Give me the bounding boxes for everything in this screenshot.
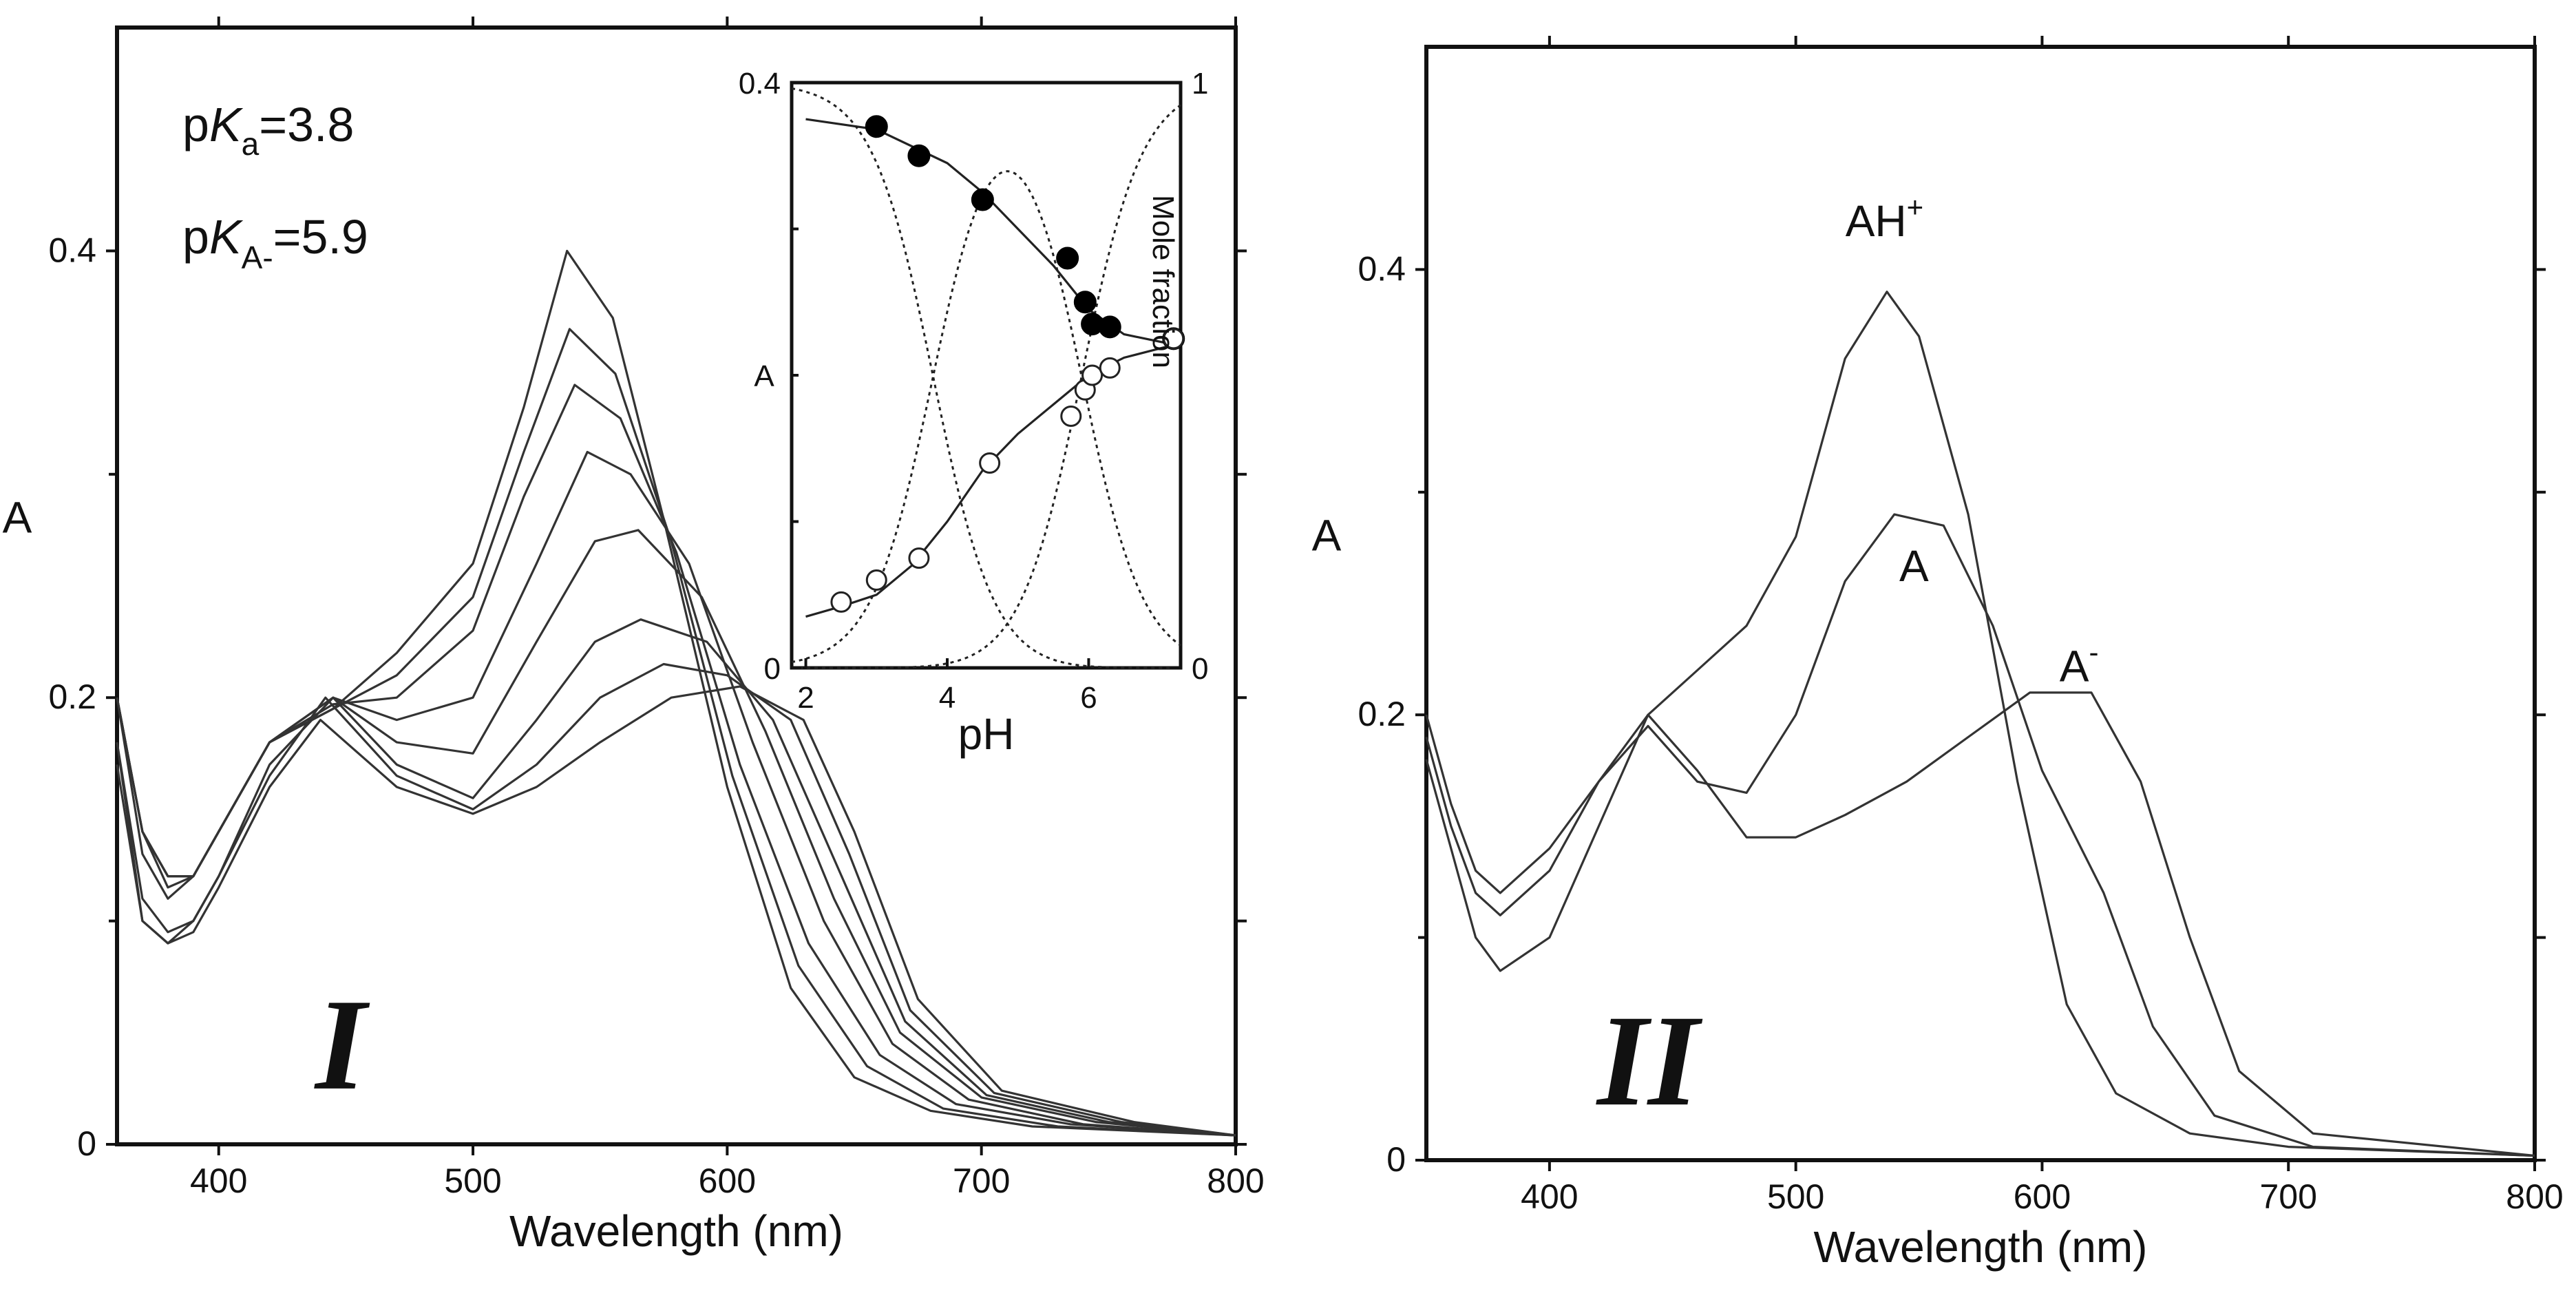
open-data-point [830, 591, 852, 613]
pka-annotation: pKa=3.8 [182, 98, 354, 162]
x-tick-label: 500 [1767, 1177, 1824, 1216]
inset-y-axis-label: A [754, 359, 774, 393]
filled-data-point [1098, 315, 1121, 339]
open-data-point [1099, 357, 1121, 379]
x-tick-label: 600 [699, 1162, 756, 1200]
x-tick-label: 500 [444, 1162, 501, 1200]
inset-x-tick-label: 4 [939, 681, 956, 715]
mole-fraction-curve-3 [792, 104, 1181, 669]
x-tick-label: 700 [2260, 1177, 2317, 1216]
y-tick-label: 0 [1386, 1140, 1406, 1179]
x-tick-label: 600 [2014, 1177, 2071, 1216]
inset-x-tick-label: 2 [797, 681, 814, 715]
plot-frame [1424, 45, 2537, 1162]
spectrum-line-2 [1425, 513, 2535, 1157]
open-data-point [1163, 328, 1185, 350]
spectrum-line-8 [116, 685, 1236, 1137]
x-tick-label: 400 [190, 1162, 247, 1200]
y-axis-label: A [3, 493, 32, 543]
curve-label-1: AH+ [1846, 191, 1923, 246]
inset-y-tick-label: 0.4 [739, 67, 781, 101]
curve-label-2: A [1899, 541, 1929, 591]
x-tick-label: 700 [953, 1162, 1010, 1200]
x-axis-label: Wavelength (nm) [1814, 1222, 2148, 1272]
inset-y2-tick-label: 0 [1192, 652, 1208, 686]
y-tick-label: 0.4 [48, 231, 96, 269]
inset-chart: 2 4 6 0 0.4 0 1 pH A Mole fraction [739, 67, 1209, 759]
open-data-point [908, 547, 930, 569]
filled-data-point [865, 115, 888, 138]
open-data-point [1081, 364, 1104, 386]
y-axis-label: A [1312, 510, 1342, 560]
y-tick-label: 0.2 [48, 678, 96, 716]
panel-label: I [314, 973, 370, 1117]
open-data-point [979, 452, 1001, 474]
open-data-point [865, 569, 887, 591]
spectrum-line-1 [1425, 291, 2535, 1157]
y-tick-label: 0.2 [1358, 695, 1406, 733]
filled-data-point [971, 188, 994, 211]
x-axis-label: Wavelength (nm) [509, 1206, 843, 1256]
spectrum-line-7 [116, 662, 1236, 1137]
inset-x-tick-label: 6 [1080, 681, 1097, 715]
plot-frame [115, 25, 1238, 1146]
spectrum-line-5 [116, 529, 1236, 1137]
inset-x-axis-label: pH [958, 709, 1015, 759]
inset-y2-tick-label: 1 [1192, 67, 1208, 101]
x-tick-label: 800 [2506, 1177, 2563, 1216]
x-tick-label: 800 [1207, 1162, 1264, 1200]
panel-label: II [1596, 989, 1703, 1133]
x-tick-label: 400 [1521, 1177, 1578, 1216]
filled-data-point [907, 144, 931, 167]
inset-y2-axis-label: Mole fraction [1146, 195, 1180, 368]
open-data-point [1060, 406, 1082, 427]
inset-y-tick-label: 0 [764, 652, 781, 686]
filled-data-point [1073, 291, 1097, 314]
y-tick-label: 0.4 [1358, 249, 1406, 288]
panel-ii-chart: 400 500 600 700 800 0 0.2 0.4 Wavelength (nm) A II… [1312, 36, 2564, 1272]
filled-data-point [1056, 246, 1079, 270]
pkam-annotation: pKA-=5.9 [182, 210, 368, 275]
curve-label-3: A- [2060, 636, 2099, 691]
y-tick-label: 0 [77, 1124, 96, 1163]
spectrum-line-3 [1425, 691, 2535, 1157]
inset-frame [790, 81, 1183, 670]
